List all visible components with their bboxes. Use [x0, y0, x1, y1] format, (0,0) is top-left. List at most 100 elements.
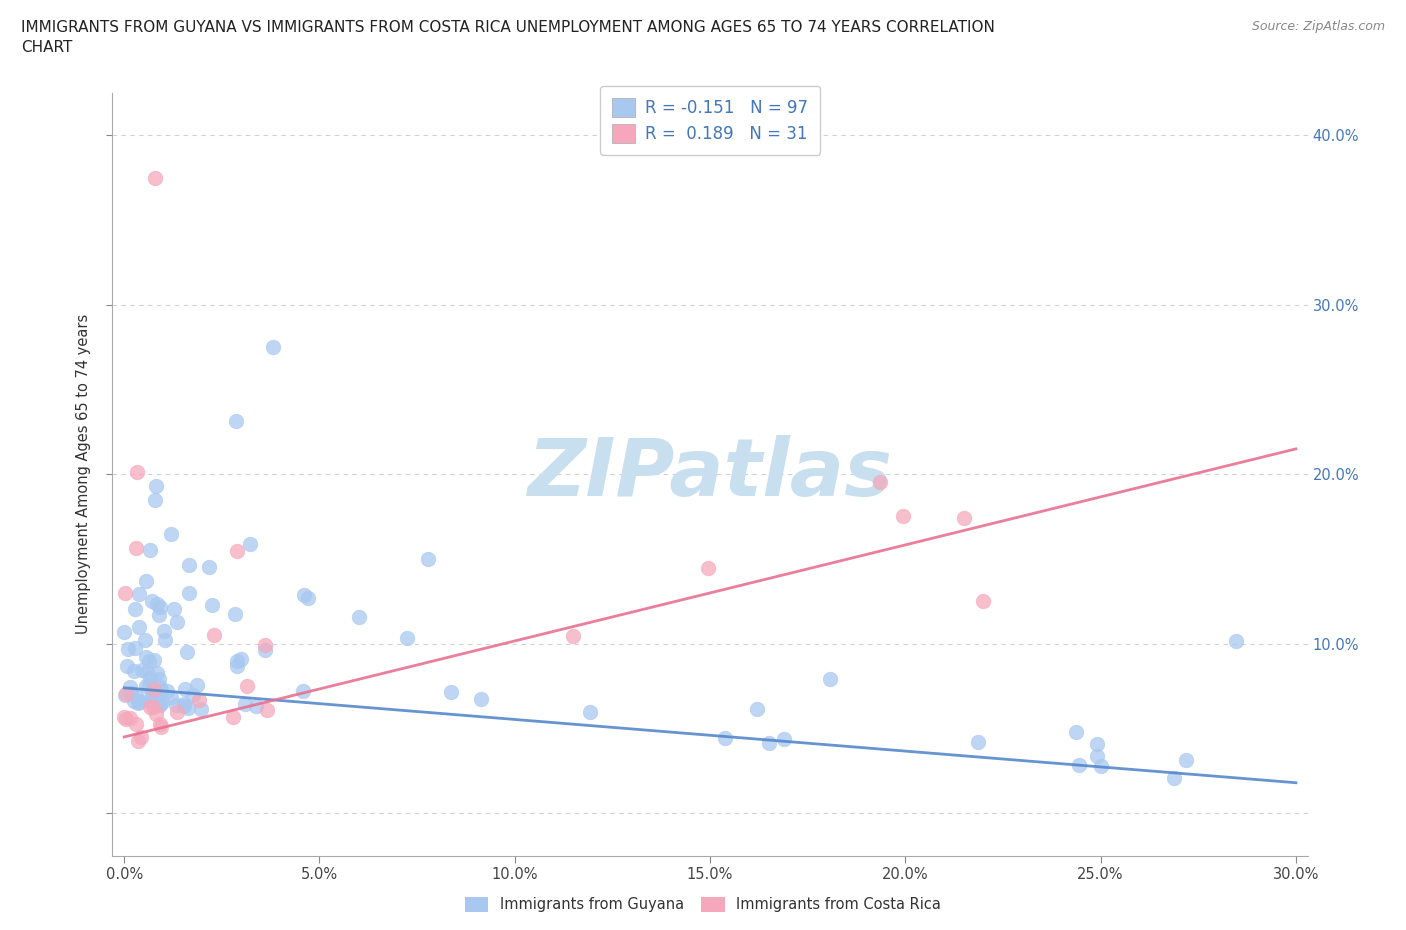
Point: [347, 609, 370, 624]
Point: [174, 681, 197, 696]
Point: [176, 644, 198, 659]
Point: [176, 700, 198, 715]
Point: [1225, 633, 1247, 648]
Point: [149, 720, 172, 735]
Point: [160, 526, 183, 541]
Point: [891, 509, 914, 524]
Point: [139, 694, 162, 709]
Point: [145, 707, 167, 722]
Point: [145, 492, 167, 507]
Point: [416, 551, 439, 566]
Point: [156, 684, 179, 698]
Point: [225, 414, 247, 429]
Point: [145, 479, 167, 494]
Point: [239, 537, 262, 551]
Point: [124, 602, 146, 617]
Point: [152, 694, 174, 709]
Point: [233, 697, 256, 711]
Point: [114, 585, 136, 600]
Point: [141, 593, 163, 608]
Point: [190, 701, 212, 716]
Point: [202, 628, 225, 643]
Point: [112, 710, 135, 724]
Point: [226, 544, 249, 559]
Point: [198, 560, 221, 575]
Point: [1064, 724, 1087, 739]
Point: [1174, 752, 1197, 767]
Point: [697, 561, 720, 576]
Point: [173, 696, 195, 711]
Point: [818, 671, 841, 686]
Text: Source: ZipAtlas.com: Source: ZipAtlas.com: [1251, 20, 1385, 33]
Point: [869, 475, 891, 490]
Point: [201, 597, 224, 612]
Point: [953, 511, 976, 525]
Point: [145, 596, 167, 611]
Point: [253, 643, 276, 658]
Point: [173, 698, 195, 713]
Y-axis label: Unemployment Among Ages 65 to 74 years: Unemployment Among Ages 65 to 74 years: [76, 314, 91, 634]
Point: [114, 687, 136, 702]
Text: IMMIGRANTS FROM GUYANA VS IMMIGRANTS FROM COSTA RICA UNEMPLOYMENT AMONG AGES 65 : IMMIGRANTS FROM GUYANA VS IMMIGRANTS FRO…: [21, 20, 995, 35]
Point: [148, 608, 170, 623]
Point: [1163, 771, 1185, 786]
Point: [578, 705, 600, 720]
Point: [1085, 749, 1108, 764]
Point: [758, 736, 780, 751]
Point: [245, 698, 267, 713]
Point: [127, 733, 149, 748]
Point: [135, 573, 157, 588]
Point: [141, 687, 163, 702]
Legend: R = -0.151   N = 97, R =  0.189   N = 31: R = -0.151 N = 97, R = 0.189 N = 31: [600, 86, 820, 154]
Point: [150, 684, 173, 698]
Point: [131, 662, 153, 677]
Point: [292, 588, 315, 603]
Point: [125, 541, 148, 556]
Point: [292, 684, 315, 698]
Point: [124, 641, 146, 656]
Point: [128, 695, 150, 710]
Point: [967, 734, 990, 749]
Point: [138, 654, 160, 669]
Point: [254, 637, 277, 652]
Point: [297, 591, 319, 605]
Point: [713, 731, 735, 746]
Point: [129, 694, 152, 709]
Point: [224, 606, 246, 621]
Point: [149, 599, 172, 614]
Point: [146, 665, 169, 680]
Point: [1069, 758, 1091, 773]
Point: [139, 543, 162, 558]
Point: [229, 652, 252, 667]
Point: [562, 629, 585, 644]
Point: [118, 680, 141, 695]
Point: [222, 710, 245, 724]
Point: [165, 698, 187, 712]
Point: [470, 691, 492, 706]
Point: [122, 694, 145, 709]
Point: [396, 631, 419, 645]
Point: [166, 615, 188, 630]
Point: [138, 678, 160, 693]
Point: [143, 687, 166, 702]
Point: [135, 678, 157, 693]
Point: [122, 663, 145, 678]
Point: [139, 700, 162, 715]
Point: [149, 717, 172, 732]
Point: [149, 680, 172, 695]
Point: [142, 687, 165, 702]
Point: [135, 650, 157, 665]
Point: [115, 686, 138, 701]
Point: [179, 557, 201, 572]
Point: [118, 711, 141, 725]
Legend: Immigrants from Guyana, Immigrants from Costa Rica: Immigrants from Guyana, Immigrants from …: [458, 891, 948, 918]
Point: [112, 625, 135, 640]
Point: [181, 688, 204, 703]
Point: [134, 632, 156, 647]
Point: [145, 170, 167, 185]
Text: ZIPatlas: ZIPatlas: [527, 435, 893, 513]
Point: [131, 729, 153, 744]
Point: [139, 671, 162, 686]
Point: [163, 602, 186, 617]
Point: [773, 732, 796, 747]
